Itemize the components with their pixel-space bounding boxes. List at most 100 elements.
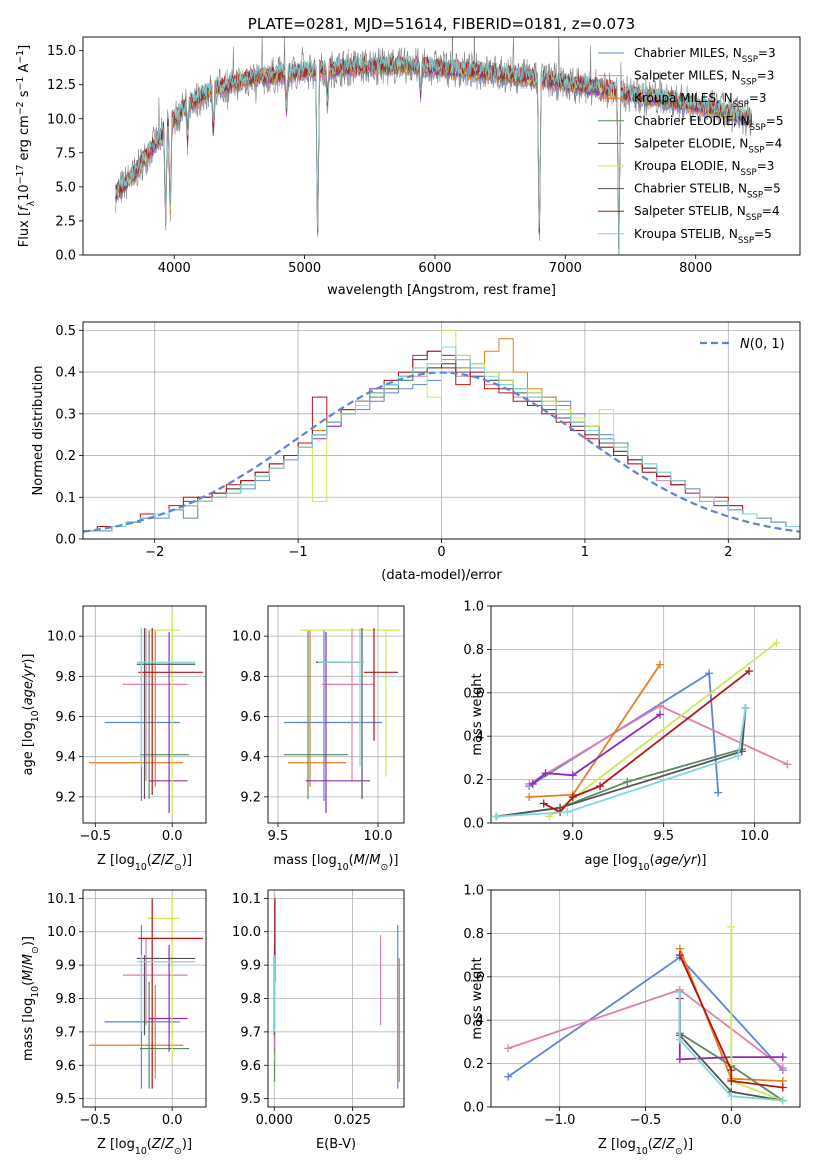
weight_vs_age-panel: 9.0 9.5 10.0 0.0 0.2 0.4 0.6 0.8 1.0 mass weight a… [463, 600, 801, 873]
y-tick-label: 2.5 [55, 214, 76, 229]
weight-marker [525, 792, 534, 801]
weight-marker [727, 1066, 736, 1075]
y-tick-label: 10.0 [232, 925, 261, 940]
y-tick-label: 9.5 [240, 1092, 261, 1107]
y-tick-label: 0.4 [463, 730, 484, 745]
mass_vs_ebv-panel: 0.000 0.025 9.5 9.6 9.7 9.8 9.9 10.0 10.1 E(B-V) [232, 889, 405, 1152]
residuals-ylabel: Normed distribution [31, 366, 46, 496]
axes-frame [267, 605, 405, 824]
weight-marker [734, 751, 743, 760]
weight-marker [741, 703, 750, 712]
x-tick-label: 0.000 [256, 1113, 293, 1128]
weight-marker [528, 779, 537, 788]
x-tick-label: −0.5 [80, 829, 112, 844]
weight-line [548, 642, 777, 818]
axes-frame [82, 321, 801, 540]
weight-marker [504, 1044, 513, 1053]
axes-frame [82, 36, 801, 256]
age_vs_mass-panel: 9.5 10.0 9.2 9.4 9.6 9.8 10.0 mass [log10(M/M⊙)… [232, 605, 405, 873]
weight-marker [656, 660, 665, 669]
weight-marker [541, 769, 550, 778]
weight-marker [504, 1072, 513, 1081]
x-tick-label: 10.0 [364, 829, 393, 844]
axes-frame [82, 605, 207, 824]
age-vs-z-ylabel: age [log10(age/yr)] [21, 653, 41, 775]
y-tick-label: 0.6 [463, 686, 484, 701]
y-tick-label: 9.6 [55, 1059, 76, 1074]
y-tick-label: 10.0 [47, 630, 76, 645]
weight-marker [778, 1096, 787, 1105]
weight_vs_z-panel: −1.0 −0.5 0.0 0.0 0.2 0.4 0.6 0.8 1.0 mass weight… [463, 884, 801, 1157]
y-tick-label: 0.1 [55, 491, 76, 506]
x-tick-label: 5000 [288, 261, 321, 276]
x-tick-label: 9.0 [562, 829, 583, 844]
weight-marker [727, 1092, 736, 1101]
y-tick-label: 9.7 [240, 1025, 261, 1040]
age-vs-mass-xlabel: mass [log10(M/M⊙)] [274, 853, 399, 873]
weight-marker [772, 638, 781, 647]
age_vs_z-panel: −0.5 0.0 9.2 9.4 9.6 9.8 10.0 Z [log10(Z/Z⊙)] ag… [21, 605, 207, 873]
y-tick-label: 9.2 [240, 790, 261, 805]
weight-line [730, 926, 784, 1102]
x-tick-label: 4000 [158, 261, 191, 276]
y-tick-label: 0.2 [55, 449, 76, 464]
legend-entry: Salpeter STELIB, NSSP=4 [634, 204, 780, 223]
x-tick-label: 0.0 [721, 1113, 742, 1128]
y-tick-label: 10.0 [47, 925, 76, 940]
legend-entry: Salpeter MILES, NSSP=3 [634, 69, 774, 88]
weight-line [496, 707, 747, 818]
x-tick-label: 6000 [418, 261, 451, 276]
weight-marker [539, 799, 548, 808]
weight-marker [727, 1076, 736, 1085]
mass_vs_z-panel: −0.5 0.0 9.5 9.6 9.7 9.8 9.9 10.0 10.1 Z [log10(Z… [21, 889, 207, 1157]
y-tick-label: 9.2 [55, 790, 76, 805]
x-tick-label: 9.5 [268, 829, 289, 844]
y-tick-label: 9.6 [240, 1059, 261, 1074]
y-tick-label: 9.8 [240, 992, 261, 1007]
legend-entry: Chabrier ELODIE, NSSP=5 [634, 114, 783, 133]
axes-frame [490, 605, 801, 824]
x-tick-label: 0.0 [162, 1113, 183, 1128]
weight-marker [745, 667, 754, 676]
spectrum-ylabel: Flux [fλ10−17 erg cm−2 s−1 A−1] [15, 45, 37, 247]
y-tick-label: 9.8 [55, 992, 76, 1007]
x-tick-label: 0.0 [162, 829, 183, 844]
x-tick-label: 8000 [679, 261, 712, 276]
y-tick-label: 0.8 [463, 927, 484, 942]
y-tick-label: 9.4 [240, 750, 261, 765]
spectrum-title: PLATE=0281, MJD=51614, FIBERID=0181, z=0… [248, 15, 635, 33]
y-tick-label: 10.0 [47, 112, 76, 127]
x-tick-label: −2 [145, 545, 164, 560]
x-tick-label: 0.025 [334, 1113, 371, 1128]
y-tick-label: 9.9 [55, 959, 76, 974]
y-tick-label: 1.0 [463, 884, 484, 899]
weight-marker [714, 788, 723, 797]
weight-marker [705, 669, 714, 678]
legend-entry: Chabrier MILES, NSSP=3 [634, 46, 776, 65]
axes-frame [82, 889, 207, 1108]
x-tick-label: 9.5 [653, 829, 674, 844]
x-tick-label: −1.0 [544, 1113, 576, 1128]
weight-marker [727, 922, 736, 931]
gaussian-curve [83, 371, 800, 533]
y-tick-label: 0.3 [55, 407, 76, 422]
weight-marker [783, 760, 792, 769]
y-tick-label: 0.2 [463, 773, 484, 788]
mass-vs-ebv-xlabel: E(B-V) [316, 1137, 356, 1152]
y-tick-label: 0.0 [463, 1101, 484, 1116]
y-tick-label: 0.6 [463, 970, 484, 985]
weight-line [678, 992, 783, 1102]
weight-marker [675, 1055, 684, 1064]
x-tick-label: 1 [581, 545, 589, 560]
y-tick-label: 0.8 [463, 643, 484, 658]
y-tick-label: 0.2 [463, 1057, 484, 1072]
residuals-xlabel: (data-model)/error [381, 568, 502, 583]
weight_vs_z-ylabel: mass weight [470, 957, 485, 1039]
spectrum-model-line [115, 54, 753, 255]
weight-marker [675, 987, 684, 996]
spectrum-panel: 4000 5000 6000 7000 8000 0.0 2.5 5.0 7.5 10.0 12.5… [15, 15, 801, 298]
legend-entry: Kroupa MILES, NSSP=3 [634, 91, 767, 110]
legend-entry: Salpeter ELODIE, NSSP=4 [634, 136, 782, 155]
spectrum-xlabel: wavelength [Angstrom, rest frame] [327, 283, 556, 298]
